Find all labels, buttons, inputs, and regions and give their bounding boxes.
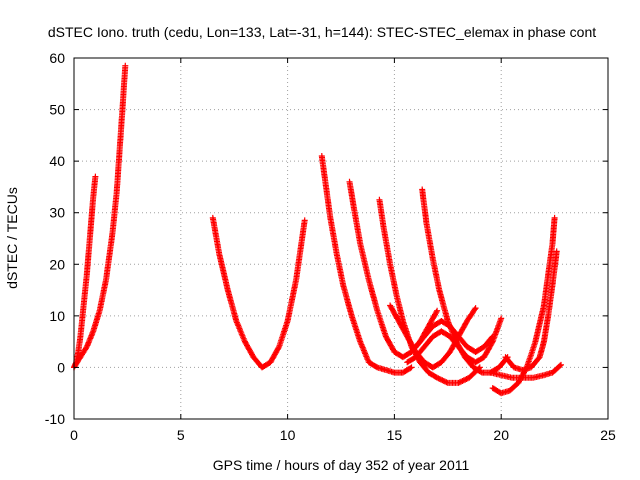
grid-layer [74, 58, 608, 419]
x-tick-label: 25 [600, 427, 616, 443]
y-tick-label: -10 [45, 411, 65, 427]
y-tick-label: 60 [49, 50, 65, 66]
data-point-markers [487, 361, 564, 381]
data-point-markers [209, 214, 308, 371]
y-axis-label: dSTEC / TECUs [4, 187, 20, 289]
tick-layer: 0 5 10 15 20 25 -10 0 10 20 30 40 50 60 [45, 50, 616, 443]
data-series-3 [209, 214, 308, 371]
y-tick-label: 40 [49, 153, 65, 169]
data-point-markers [404, 315, 505, 366]
data-point-markers [318, 153, 415, 376]
y-tick-label: 10 [49, 308, 65, 324]
y-tick-label: 50 [49, 102, 65, 118]
data-point-markers [502, 248, 560, 373]
x-tick-label: 20 [493, 427, 509, 443]
data-series-12 [502, 248, 560, 373]
data-series-4 [318, 153, 415, 376]
data-points-layer [71, 62, 564, 397]
y-tick-label: 20 [49, 256, 65, 272]
x-tick-label: 15 [387, 427, 403, 443]
x-tick-label: 10 [280, 427, 296, 443]
x-axis-label: GPS time / hours of day 352 of year 2011 [213, 457, 470, 473]
plot-frame [73, 57, 609, 420]
chart-title: dSTEC Iono. truth (cedu, Lon=133, Lat=-3… [48, 24, 596, 40]
data-series-10 [412, 318, 496, 355]
data-point-markers [71, 173, 99, 371]
data-point-markers [412, 318, 496, 355]
data-series-13 [487, 361, 564, 381]
x-tick-label: 5 [177, 427, 185, 443]
data-series-9 [404, 315, 505, 366]
x-tick-label: 0 [70, 427, 78, 443]
y-tick-label: 0 [57, 359, 65, 375]
data-series-1 [71, 173, 99, 371]
y-tick-label: 30 [49, 205, 65, 221]
